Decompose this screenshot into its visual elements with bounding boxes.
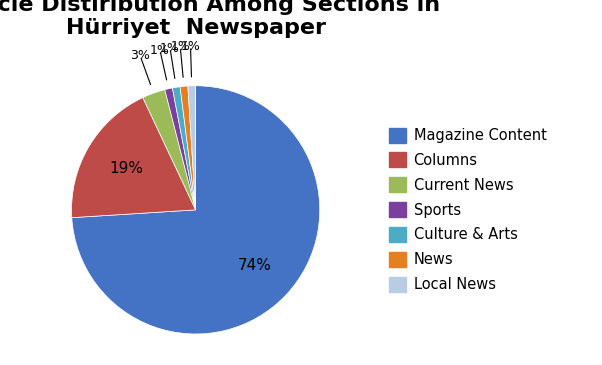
Wedge shape — [172, 87, 196, 210]
Wedge shape — [72, 97, 196, 218]
Wedge shape — [188, 86, 196, 210]
Text: 3%: 3% — [130, 49, 150, 62]
Wedge shape — [143, 90, 196, 210]
Wedge shape — [180, 86, 196, 210]
Text: 74%: 74% — [238, 258, 272, 273]
Text: 1%: 1% — [170, 40, 190, 53]
Legend: Magazine Content, Columns, Current News, Sports, Culture & Arts, News, Local New: Magazine Content, Columns, Current News,… — [383, 122, 552, 298]
Text: 1%: 1% — [150, 43, 170, 57]
Text: 1%: 1% — [160, 42, 180, 55]
Title: Article Distiribution Among Sections in
Hürriyet  Newspaper: Article Distiribution Among Sections in … — [0, 0, 440, 38]
Wedge shape — [165, 88, 196, 210]
Text: 19%: 19% — [109, 161, 143, 176]
Text: 1%: 1% — [181, 40, 200, 53]
Wedge shape — [72, 86, 320, 334]
